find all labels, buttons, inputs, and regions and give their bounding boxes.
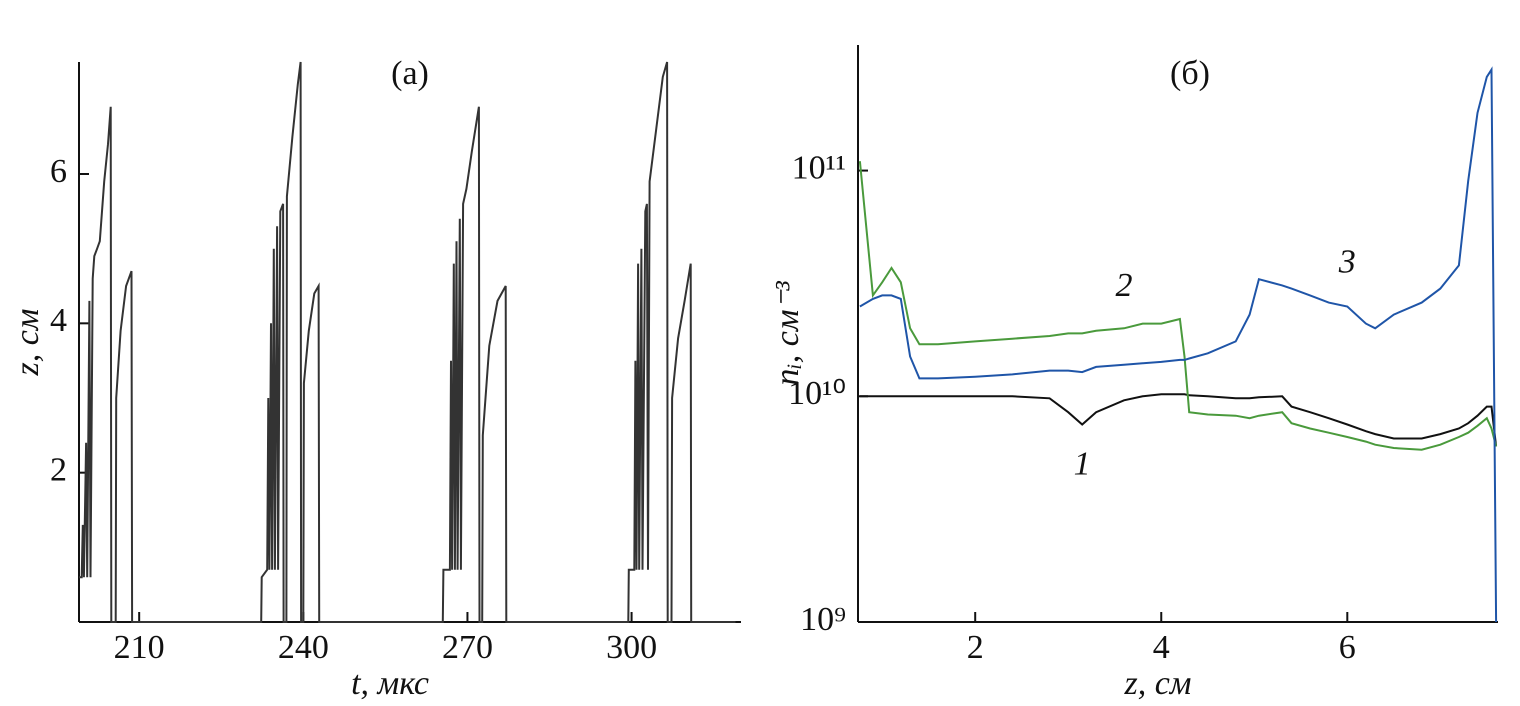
y-tick-label: 10¹¹	[792, 149, 846, 186]
data-line	[858, 161, 1498, 451]
x-tick-label: 4	[1153, 629, 1170, 666]
x-axis-label: t, мкс	[351, 665, 429, 702]
data-line	[79, 61, 736, 623]
series-label: 3	[1338, 243, 1356, 280]
series-label: 1	[1074, 445, 1091, 482]
y-tick-label: 6	[50, 153, 67, 190]
x-tick-label: 210	[114, 629, 165, 666]
data-line	[859, 66, 1498, 623]
y-tick-label: 2	[50, 451, 67, 488]
x-tick-label: 300	[606, 629, 657, 666]
y-tick-label: 10¹⁰	[788, 375, 846, 412]
panel-title: (б)	[1170, 55, 1210, 92]
y-tick-label: 4	[50, 302, 67, 339]
y-axis-label: nᵢ, см⁻³	[769, 281, 806, 386]
x-tick-label: 2	[967, 629, 984, 666]
x-tick-label: 240	[278, 629, 329, 666]
x-axis-label: z, см	[1123, 665, 1191, 702]
y-tick-label: 10⁹	[800, 601, 846, 638]
panel-title: (а)	[391, 55, 429, 92]
series-label: 2	[1116, 267, 1133, 304]
data-line	[859, 393, 1498, 447]
x-tick-label: 270	[442, 629, 493, 666]
x-tick-label: 6	[1339, 629, 1356, 666]
y-axis-label: z, см	[9, 308, 46, 376]
